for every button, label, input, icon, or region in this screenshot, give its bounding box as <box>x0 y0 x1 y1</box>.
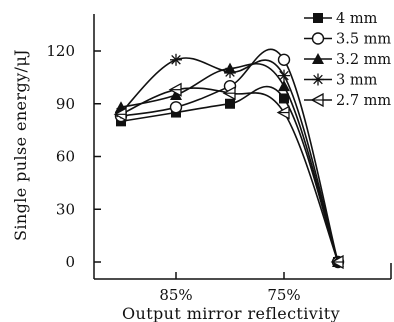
series-line <box>120 87 339 263</box>
data-point <box>224 66 236 79</box>
legend-marker <box>311 32 325 45</box>
plot-area <box>93 14 392 280</box>
data-point <box>225 98 235 109</box>
legend-item: 3.5 mm <box>304 32 391 48</box>
x-ticks: 85% 75% <box>159 272 301 304</box>
data-point <box>168 82 182 97</box>
legend-label: 3 mm <box>336 73 378 89</box>
data-point <box>113 107 127 122</box>
y-ticks: 0 30 60 90 120 <box>46 42 101 271</box>
y-tick-label: 0 <box>65 253 75 271</box>
y-axis-title: Single pulse energy/μJ <box>11 49 30 241</box>
data-point <box>170 53 182 66</box>
data-point <box>170 88 182 100</box>
x-axis-title: Output mirror reflectivity <box>122 304 340 322</box>
legend-marker <box>312 53 324 64</box>
legend-label: 4 mm <box>336 11 378 27</box>
y-tick-label: 90 <box>56 95 75 113</box>
data-point <box>279 93 289 104</box>
series-line <box>120 57 339 263</box>
data-point <box>169 101 183 114</box>
legend-label: 2.7 mm <box>336 93 391 109</box>
data-point <box>330 254 344 270</box>
series-0 <box>116 85 343 267</box>
legend-marker <box>310 92 324 108</box>
legend-label: 3.2 mm <box>336 52 391 68</box>
legend-marker <box>312 73 324 86</box>
legend: 4 mm 3.5 mm 3.2 mm 3 mm 2.7 mm <box>304 11 391 109</box>
x-tick-label: 85% <box>159 286 192 304</box>
legend-item: 2.7 mm <box>304 92 391 109</box>
series-line <box>120 85 339 263</box>
data-point <box>277 53 291 66</box>
legend-item: 3 mm <box>304 73 378 89</box>
series-line <box>120 62 339 263</box>
legend-label: 3.5 mm <box>336 32 391 48</box>
data-point <box>276 105 290 120</box>
legend-marker <box>313 13 323 23</box>
data-point <box>222 86 236 101</box>
data-point <box>278 80 290 92</box>
y-tick-label: 120 <box>46 42 75 60</box>
x-tick-label: 75% <box>267 286 300 304</box>
legend-item: 3.2 mm <box>304 52 391 68</box>
y-tick-label: 30 <box>56 200 75 218</box>
series-4 <box>113 82 344 270</box>
y-tick-label: 60 <box>56 148 75 166</box>
series-layer <box>113 48 345 270</box>
data-point <box>278 69 290 82</box>
legend-item: 4 mm <box>304 11 378 27</box>
